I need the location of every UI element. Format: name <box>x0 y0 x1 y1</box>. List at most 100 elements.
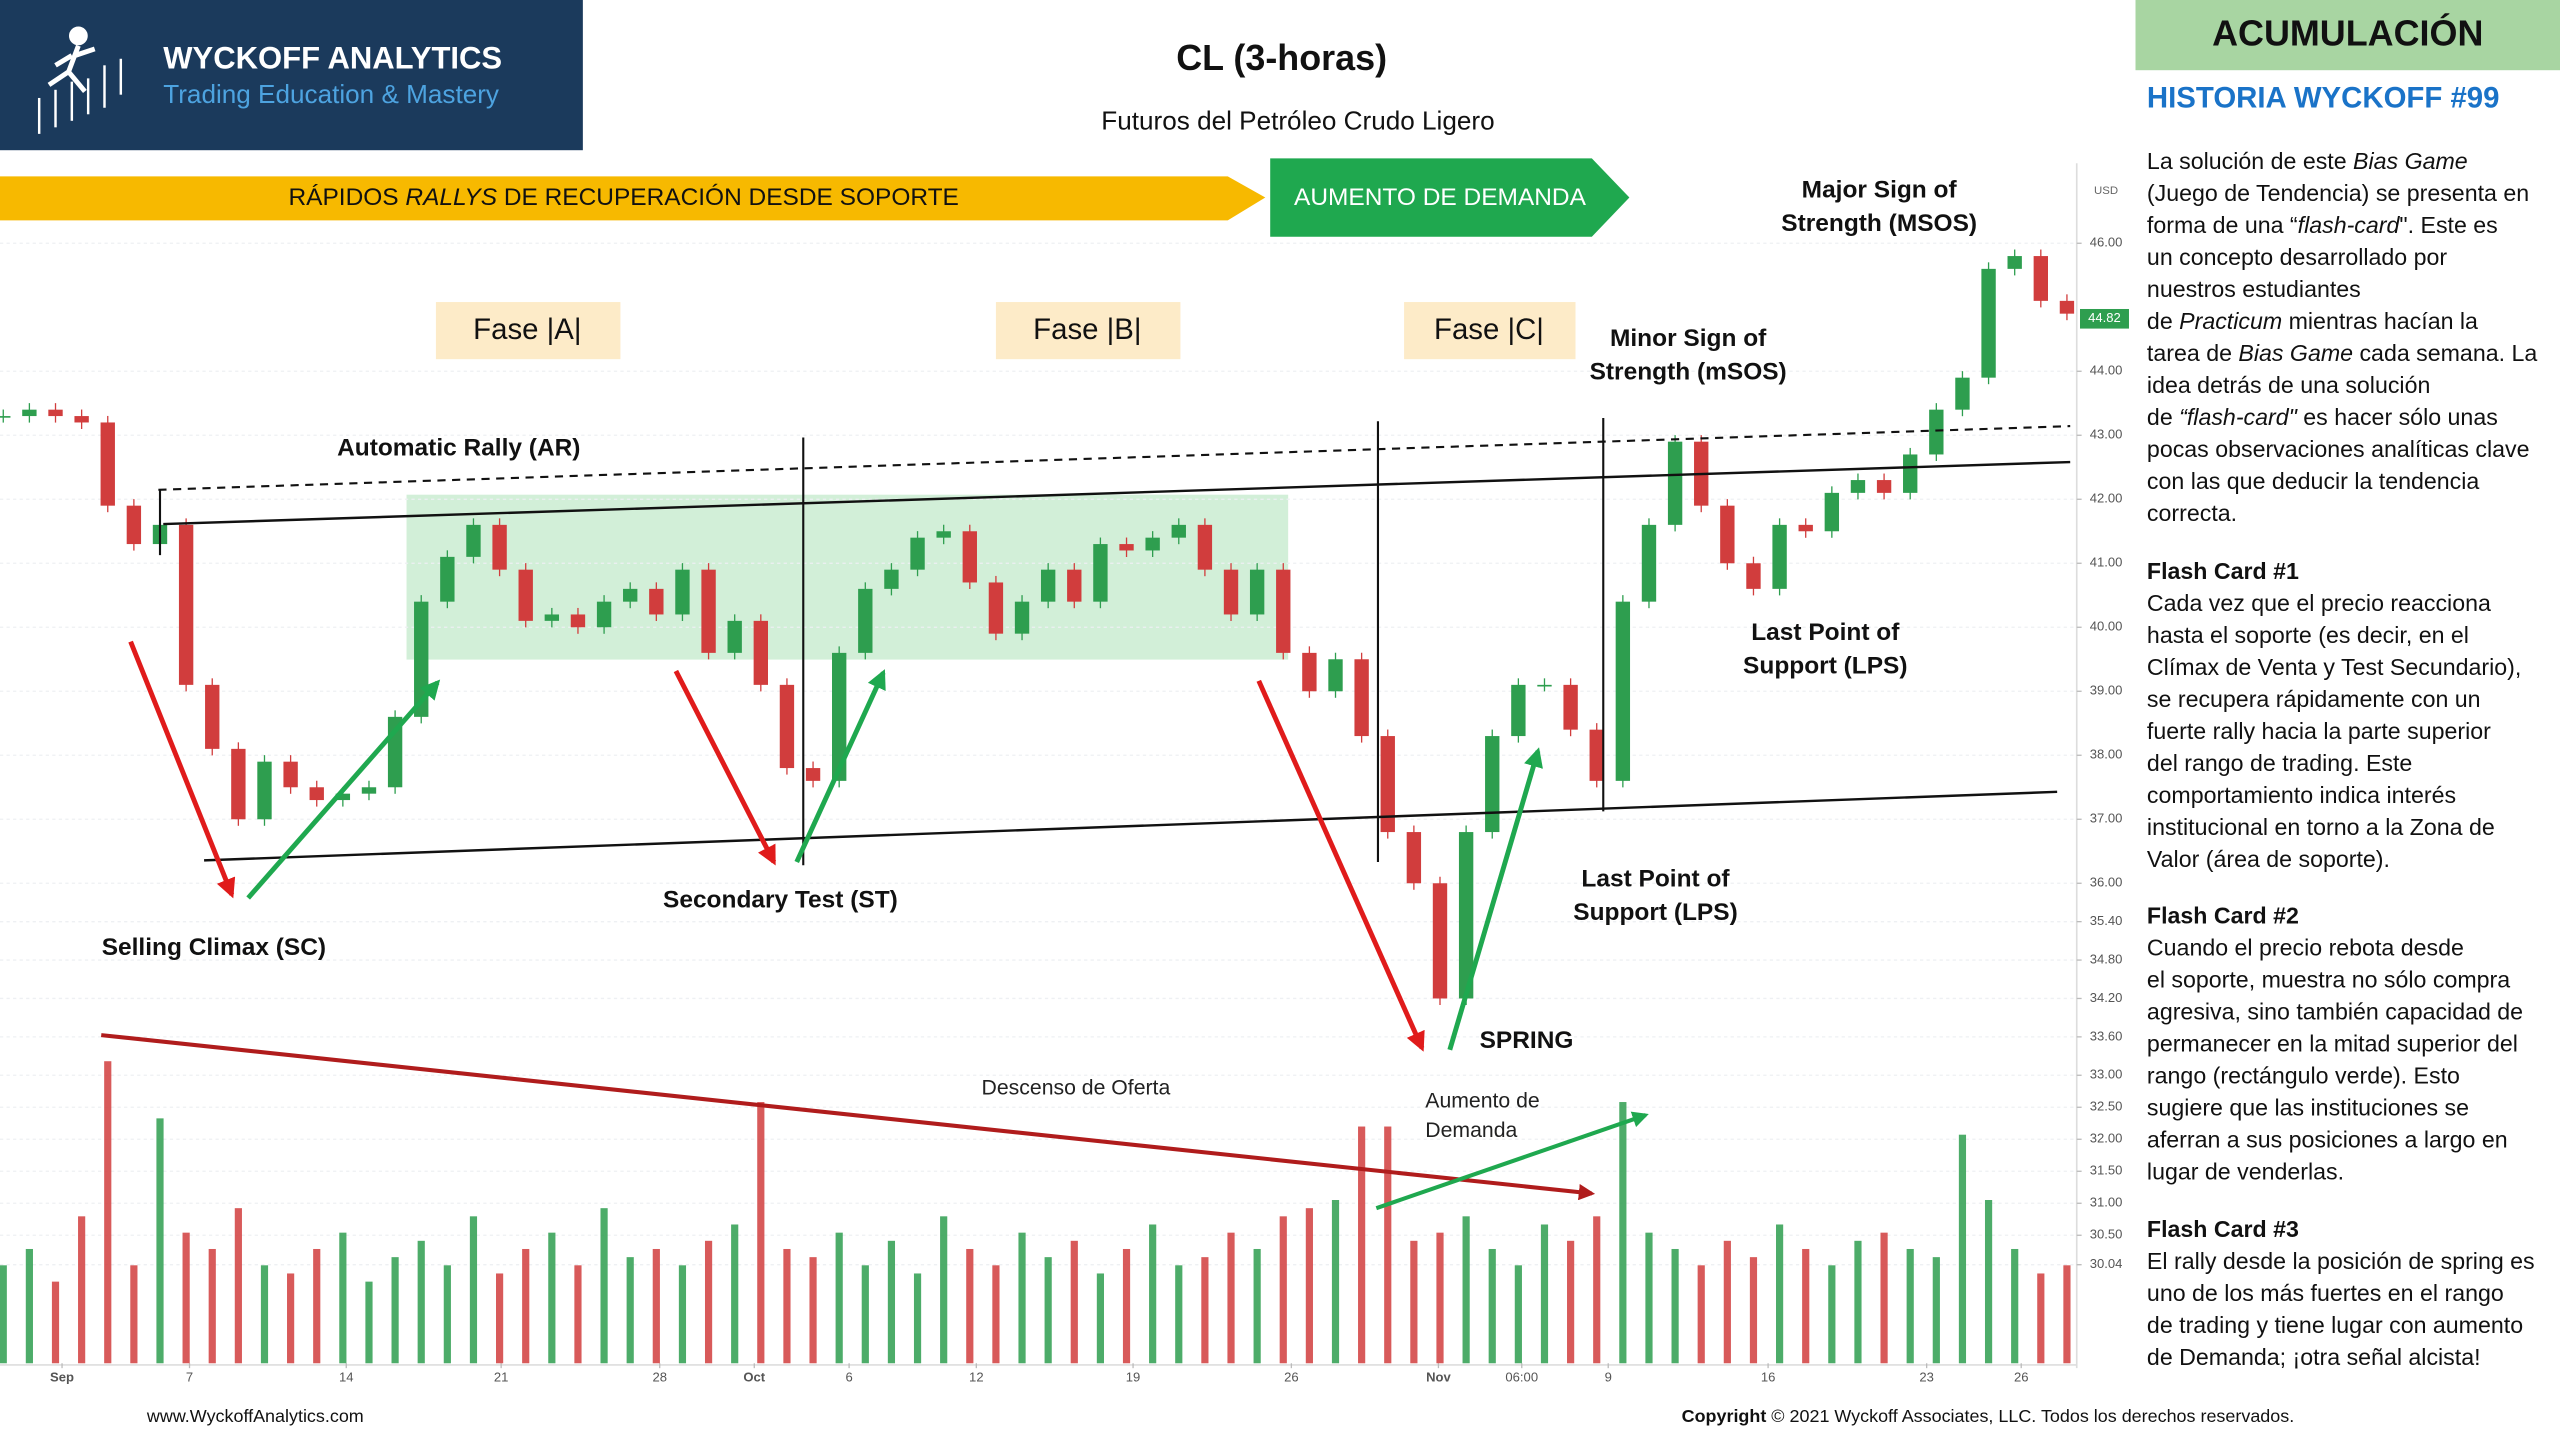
phase-box <box>1404 302 1576 360</box>
volume-bar <box>1854 1240 1862 1364</box>
y-tick-label: 33.60 <box>2090 1028 2123 1043</box>
green-arrow <box>246 679 441 900</box>
overlay <box>101 417 2071 1211</box>
candle <box>1589 729 1604 781</box>
candle <box>701 569 716 653</box>
x-tick-label: Oct <box>743 1369 765 1384</box>
volume-bar <box>234 1208 242 1364</box>
card-title: Flash Card #2 <box>2147 903 2299 929</box>
candle <box>205 684 220 749</box>
annotation: Strength (MSOS) <box>1781 210 1977 237</box>
volume-bar <box>574 1265 582 1364</box>
volume-bar <box>1279 1216 1287 1364</box>
volume-bar <box>1514 1265 1522 1364</box>
volume-bar <box>522 1248 530 1364</box>
x-tick-label: 26 <box>2014 1369 2029 1384</box>
candle <box>988 582 1004 634</box>
candle <box>1197 524 1213 570</box>
candle <box>1929 409 1944 455</box>
volume-bar <box>887 1240 896 1364</box>
candle <box>1615 601 1631 781</box>
text-segment: idea detrás de una solución <box>2147 372 2430 398</box>
card-line: del rango de trading. Este <box>2147 750 2412 776</box>
volume-bar <box>652 1248 660 1364</box>
volume-bar <box>1384 1126 1392 1364</box>
candle <box>1276 569 1291 653</box>
card-line: Cada vez que el precio reacciona <box>2147 590 2491 616</box>
banner-arrow <box>0 176 1266 221</box>
text-segment: nuestros estudiantes <box>2147 276 2361 302</box>
y-tick-label: 34.80 <box>2090 952 2123 967</box>
card-line: hasta el soporte (es decir, en el <box>2147 622 2469 648</box>
card-line: Clímax de Venta y Test Secundario), <box>2147 654 2521 680</box>
annotation: Support (LPS) <box>1743 652 1907 679</box>
sidebar-line: (Juego de Tendencia) se presenta en <box>2147 180 2529 206</box>
y-tick-label: 33.00 <box>2090 1067 2123 1082</box>
green-arrow <box>1447 747 1543 1051</box>
red-arrow <box>128 640 236 899</box>
card-line: El rally desde la posición de spring es <box>2147 1248 2535 1274</box>
volume-bar <box>731 1224 739 1364</box>
volume-bar <box>1305 1208 1313 1364</box>
candle <box>675 569 690 615</box>
text-segment: RALLYS <box>405 185 497 212</box>
y-tick-label: 44.00 <box>2090 363 2123 378</box>
phase-box <box>435 302 621 360</box>
green-arrow <box>1375 1111 1649 1211</box>
candle <box>1720 505 1735 564</box>
annotation: Secondary Test (ST) <box>663 887 898 914</box>
volume-bar <box>1462 1216 1470 1364</box>
annotation: Demanda <box>1425 1119 1517 1142</box>
range-rectangle <box>406 494 1289 660</box>
volume-bar <box>704 1240 713 1364</box>
annotation: Descenso de Oferta <box>982 1077 1171 1100</box>
volume-bar <box>339 1232 347 1364</box>
volume-bar <box>1488 1248 1496 1364</box>
volume-bar <box>1044 1257 1052 1364</box>
y-tick-label: 34.20 <box>2090 990 2123 1005</box>
candle <box>1302 652 1317 692</box>
candle <box>1014 601 1030 634</box>
annotation: Automatic Rally (AR) <box>337 434 580 461</box>
volume-bar <box>417 1240 425 1364</box>
volume-bar <box>1410 1240 1418 1364</box>
candle <box>1040 569 1056 602</box>
text-segment: “flash-card" <box>2179 404 2298 430</box>
card-line: Valor (área de soporte). <box>2147 846 2390 872</box>
y-tick-label: 40.00 <box>2090 619 2123 634</box>
card-title: Flash Card #1 <box>2147 558 2299 584</box>
volume-bar <box>1018 1232 1026 1364</box>
candle <box>100 422 115 506</box>
text-segment: correcta. <box>2147 500 2237 526</box>
phase-label: Fase |B| <box>1033 313 1141 346</box>
annotation: Support (LPS) <box>1573 899 1737 926</box>
volume-bar <box>391 1257 399 1364</box>
volume-bar <box>313 1248 321 1364</box>
sidebar-line: con las que deducir la tendencia <box>2147 468 2479 494</box>
x-tick-label: 16 <box>1761 1369 1776 1384</box>
volume-bar <box>1749 1257 1758 1364</box>
brand: WYCKOFF ANALYTICS <box>163 41 502 76</box>
y-tick-label: 30.04 <box>2090 1256 2123 1271</box>
volume-bar <box>130 1265 138 1364</box>
sidebar-line: pocas observaciones analíticas clave <box>2147 436 2530 462</box>
sidebar-line: correcta. <box>2147 500 2237 526</box>
candle <box>570 614 586 628</box>
sidebar-line: idea detrás de una solución <box>2147 372 2430 398</box>
tagline: Trading Education & Mastery <box>163 79 499 109</box>
sidebar-line: La solución de este Bias Game <box>2147 148 2468 174</box>
sidebar-line: de “flash-card" es hacer sólo unas <box>2147 404 2498 430</box>
volume-bar <box>1880 1232 1888 1364</box>
volume-bar <box>1958 1134 1967 1364</box>
volume-bar <box>1932 1257 1940 1364</box>
volume-bar <box>0 1265 7 1364</box>
banner-label: RÁPIDOS RALLYS DE RECUPERACIÓN DESDE SOP… <box>288 185 958 212</box>
volume-bar <box>1540 1224 1549 1364</box>
y-tick-label: 37.00 <box>2090 811 2123 826</box>
y-tick-label: 46.00 <box>2090 235 2123 250</box>
card-line: fuerte rally hacia la parte superior <box>2147 718 2491 744</box>
candle <box>1119 544 1134 551</box>
volume-bar <box>1828 1265 1836 1364</box>
tag-box <box>2135 0 2560 71</box>
